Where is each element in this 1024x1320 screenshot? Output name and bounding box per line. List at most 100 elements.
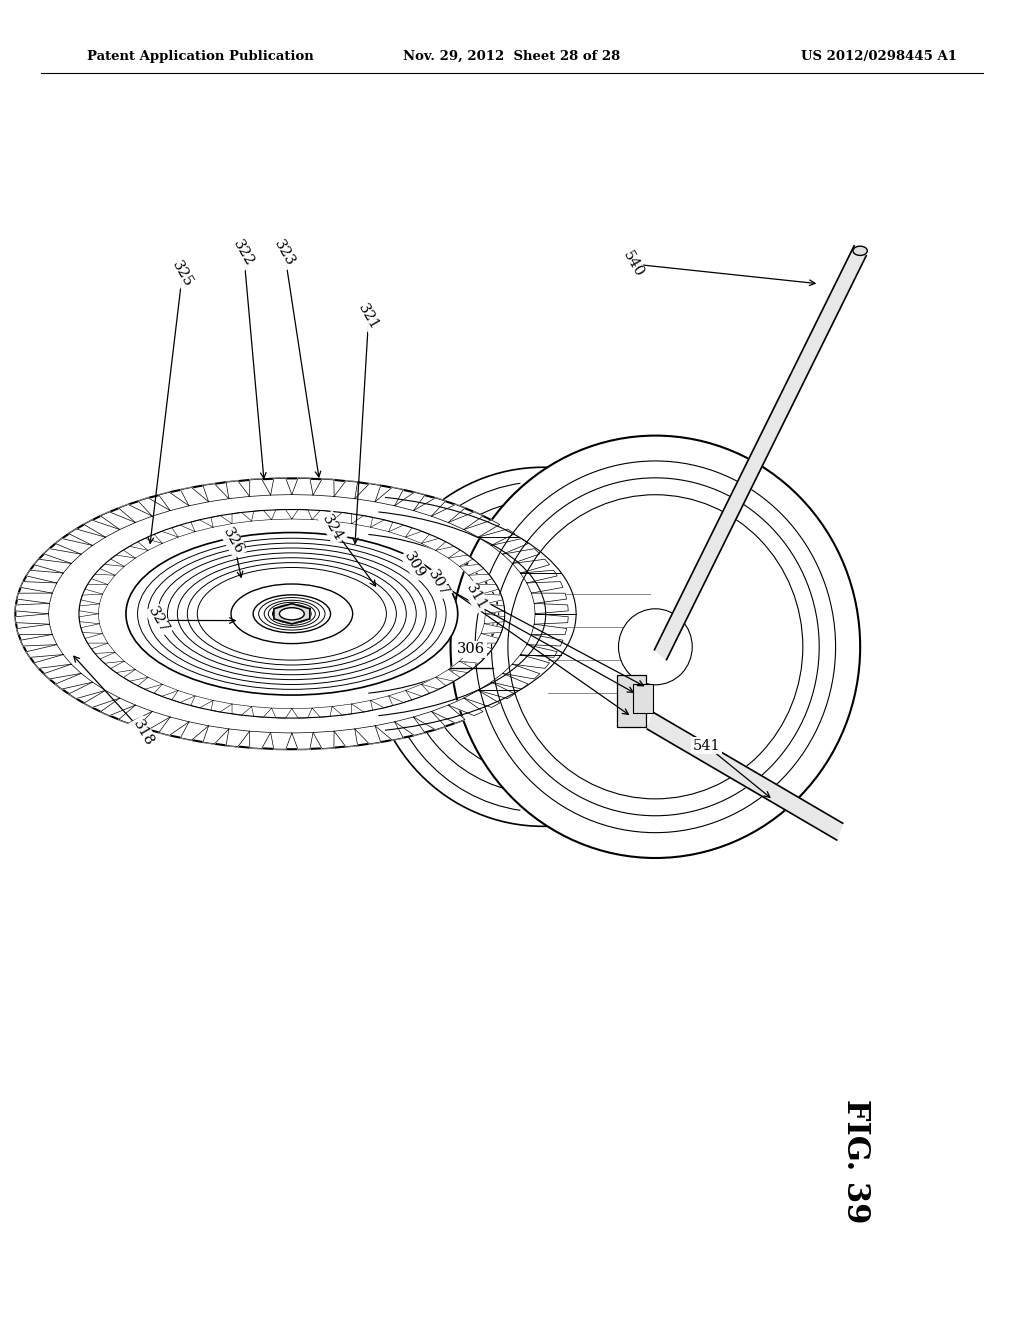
Polygon shape [527, 582, 563, 593]
Polygon shape [389, 525, 412, 537]
Ellipse shape [126, 532, 458, 696]
Polygon shape [100, 652, 124, 663]
Polygon shape [154, 684, 178, 697]
Polygon shape [503, 664, 540, 678]
Text: 324: 324 [319, 512, 346, 544]
FancyBboxPatch shape [617, 675, 646, 727]
Polygon shape [180, 487, 209, 506]
Text: 321: 321 [355, 301, 382, 333]
Polygon shape [85, 634, 108, 643]
Polygon shape [100, 565, 124, 576]
Polygon shape [531, 593, 566, 603]
Polygon shape [55, 673, 92, 689]
Polygon shape [435, 546, 461, 558]
Polygon shape [354, 726, 381, 744]
Polygon shape [476, 634, 499, 643]
Polygon shape [271, 510, 292, 520]
Polygon shape [535, 614, 568, 624]
Text: US 2012/0298445 A1: US 2012/0298445 A1 [802, 50, 957, 63]
Text: Nov. 29, 2012  Sheet 28 of 28: Nov. 29, 2012 Sheet 28 of 28 [403, 50, 621, 63]
Polygon shape [375, 487, 403, 506]
Polygon shape [119, 504, 153, 523]
Polygon shape [69, 529, 105, 545]
Polygon shape [406, 531, 430, 544]
Polygon shape [172, 525, 195, 537]
Polygon shape [313, 731, 334, 748]
Polygon shape [159, 492, 189, 511]
Polygon shape [44, 664, 81, 678]
Polygon shape [232, 512, 252, 524]
Text: 541: 541 [693, 739, 720, 752]
Polygon shape [332, 512, 351, 524]
Polygon shape [334, 480, 357, 499]
Text: FIG. 39: FIG. 39 [840, 1100, 870, 1224]
Polygon shape [535, 603, 568, 614]
Ellipse shape [280, 607, 304, 620]
Polygon shape [414, 498, 445, 516]
Ellipse shape [618, 609, 692, 685]
Polygon shape [431, 504, 465, 523]
Text: 306: 306 [457, 643, 485, 656]
Ellipse shape [253, 595, 331, 632]
Polygon shape [27, 644, 63, 657]
Polygon shape [481, 624, 503, 634]
Polygon shape [159, 717, 189, 735]
Polygon shape [292, 478, 313, 495]
Polygon shape [17, 593, 52, 603]
Polygon shape [85, 585, 108, 594]
Polygon shape [252, 706, 271, 717]
Polygon shape [15, 603, 49, 614]
Polygon shape [211, 701, 232, 711]
Ellipse shape [369, 467, 717, 826]
FancyBboxPatch shape [633, 684, 653, 713]
Text: 307: 307 [425, 568, 452, 599]
Polygon shape [449, 512, 483, 529]
Polygon shape [138, 711, 170, 730]
Polygon shape [123, 669, 148, 681]
Polygon shape [478, 682, 515, 698]
Text: 322: 322 [230, 238, 257, 269]
Polygon shape [91, 574, 115, 585]
Polygon shape [271, 708, 292, 718]
Text: 325: 325 [169, 259, 196, 290]
Polygon shape [435, 669, 461, 681]
Polygon shape [81, 624, 102, 634]
Polygon shape [250, 479, 270, 496]
Polygon shape [354, 483, 381, 502]
Polygon shape [460, 565, 483, 576]
Polygon shape [292, 510, 312, 520]
Text: 326: 326 [220, 525, 247, 557]
Text: 309: 309 [401, 549, 428, 581]
Polygon shape [414, 711, 445, 730]
Text: 318: 318 [130, 717, 157, 748]
Polygon shape [460, 652, 483, 663]
Polygon shape [481, 594, 503, 603]
Text: 311: 311 [463, 581, 489, 612]
Polygon shape [647, 713, 843, 840]
Polygon shape [226, 729, 250, 747]
Polygon shape [91, 643, 115, 653]
Polygon shape [44, 549, 81, 564]
Polygon shape [138, 498, 170, 516]
Polygon shape [252, 511, 271, 521]
Polygon shape [111, 661, 135, 673]
Ellipse shape [451, 436, 860, 858]
Polygon shape [492, 673, 528, 689]
Polygon shape [154, 531, 178, 544]
Polygon shape [313, 479, 334, 496]
Polygon shape [100, 512, 135, 529]
Polygon shape [371, 696, 393, 708]
Polygon shape [180, 722, 209, 741]
Polygon shape [394, 717, 425, 735]
Polygon shape [503, 549, 540, 564]
Ellipse shape [231, 583, 352, 644]
Polygon shape [449, 661, 473, 673]
Polygon shape [20, 582, 56, 593]
Polygon shape [527, 635, 563, 645]
Text: 540: 540 [620, 248, 646, 280]
Text: Patent Application Publication: Patent Application Publication [87, 50, 313, 63]
Polygon shape [520, 644, 557, 657]
Polygon shape [421, 539, 445, 550]
Polygon shape [270, 478, 292, 495]
Polygon shape [464, 520, 500, 537]
